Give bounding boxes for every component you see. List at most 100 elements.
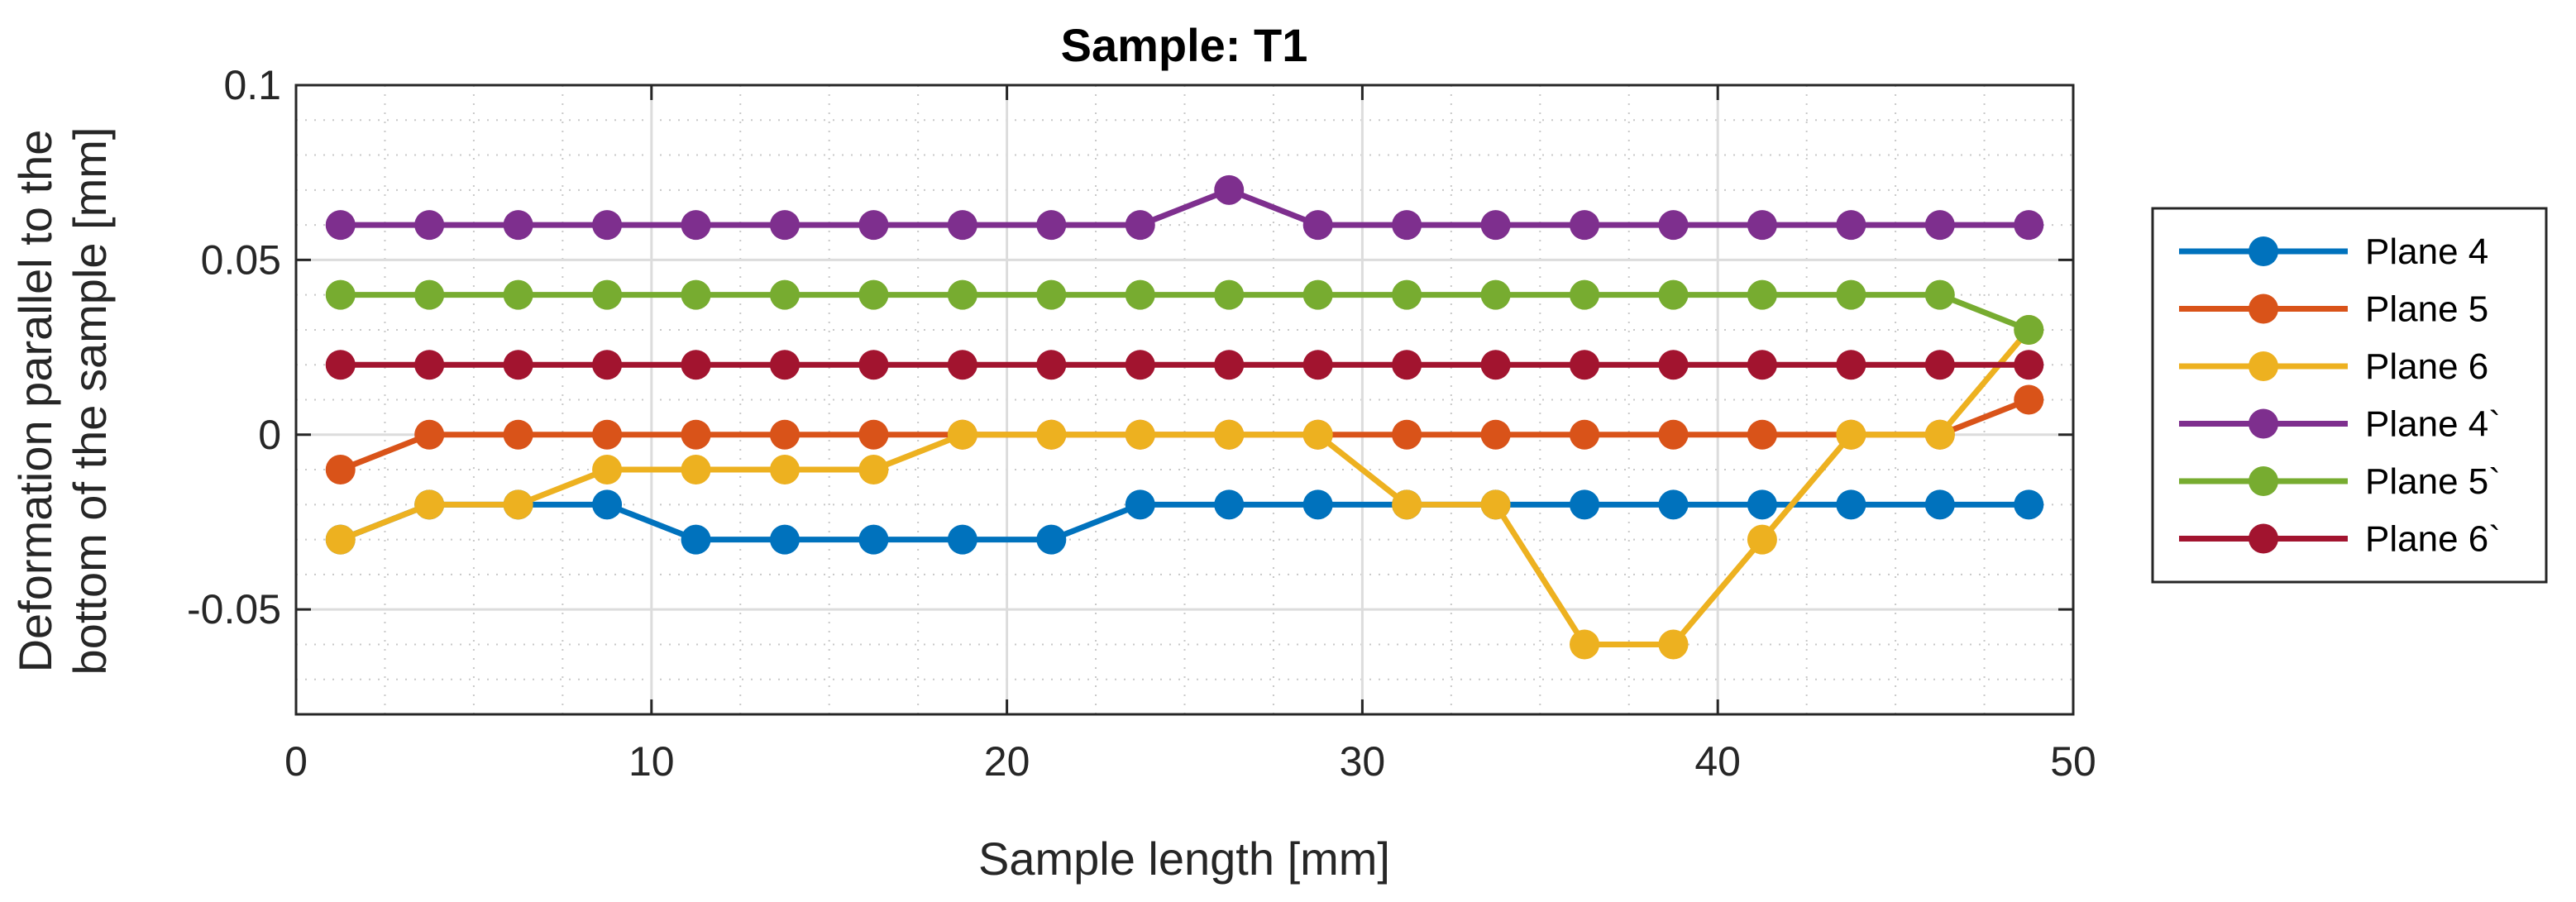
x-tick-label: 20 <box>984 738 1030 785</box>
data-point <box>1747 279 1777 310</box>
data-point <box>947 210 977 241</box>
chart-title: Sample: T1 <box>1061 19 1308 71</box>
x-tick-label: 10 <box>628 738 675 785</box>
data-point <box>1836 350 1866 380</box>
data-point <box>503 279 533 310</box>
data-point <box>1658 419 1689 450</box>
data-point <box>414 279 445 310</box>
data-point <box>1302 350 1333 380</box>
legend-entry-label: Plane 5` <box>2365 461 2501 502</box>
data-point <box>947 350 977 380</box>
data-point <box>1036 350 1067 380</box>
data-point <box>1836 419 1866 450</box>
data-point <box>1214 489 1245 520</box>
data-point <box>1302 210 1333 241</box>
data-point <box>1392 279 1422 310</box>
axes-layer: 0 10 20 30 40 50 -0.05 0 0.05 0.1 <box>187 62 2096 785</box>
data-point <box>1747 419 1777 450</box>
data-point <box>1480 350 1511 380</box>
data-point <box>1214 279 1245 310</box>
legend-swatch-marker <box>2249 294 2278 324</box>
legend-swatch-marker <box>2249 236 2278 266</box>
data-point <box>1480 489 1511 520</box>
legend-swatch-marker <box>2249 523 2278 554</box>
axes-box <box>294 84 2075 716</box>
data-point <box>2014 489 2044 520</box>
y-tick-label: -0.05 <box>187 586 281 632</box>
legend-entry-label: Plane 5 <box>2365 289 2488 330</box>
data-point <box>1570 489 1600 520</box>
data-point <box>1480 210 1511 241</box>
y-tick-label: 0 <box>258 412 281 458</box>
data-point <box>1747 210 1777 241</box>
data-point <box>1214 419 1245 450</box>
legend-swatch-marker <box>2249 351 2278 381</box>
data-point <box>1036 210 1067 241</box>
data-point <box>1214 174 1245 205</box>
data-point <box>769 419 800 450</box>
data-point <box>1125 419 1155 450</box>
data-point <box>769 279 800 310</box>
grid-layer <box>294 84 2075 715</box>
y-axis-label-line-1: Deformation parallel to the <box>9 130 61 673</box>
data-point <box>1570 350 1600 380</box>
legend-entry-label: Plane 4` <box>2365 404 2501 445</box>
data-point <box>681 210 711 241</box>
data-point <box>1302 419 1333 450</box>
data-point <box>1125 210 1155 241</box>
legend-box <box>2151 207 2548 584</box>
data-point <box>503 210 533 241</box>
data-point <box>1747 524 1777 555</box>
data-point <box>592 455 623 485</box>
y-axis-label-line-2: bottom of the sample [mm] <box>64 127 116 675</box>
x-tick-label: 50 <box>2050 738 2096 785</box>
data-point <box>858 210 889 241</box>
data-point <box>325 350 356 380</box>
data-point <box>1570 210 1600 241</box>
data-point <box>1836 279 1866 310</box>
y-tick-label: 0.1 <box>223 62 281 108</box>
data-point <box>1570 419 1600 450</box>
data-point <box>681 419 711 450</box>
data-point <box>2014 384 2044 415</box>
data-point <box>414 489 445 520</box>
data-point <box>1036 419 1067 450</box>
data-point <box>592 419 623 450</box>
data-point <box>1125 279 1155 310</box>
x-axis-label: Sample length [mm] <box>978 833 1390 885</box>
x-tick-label: 30 <box>1340 738 1386 785</box>
data-point <box>681 279 711 310</box>
data-point <box>1924 279 1955 310</box>
series-plane-6-prime <box>325 350 2044 380</box>
data-point <box>681 455 711 485</box>
data-point <box>1924 350 1955 380</box>
legend: Plane 4 Plane 5 Plane 6 Plane 4` Plane 5` Pla… <box>2151 207 2548 584</box>
data-point <box>1658 489 1689 520</box>
data-point <box>1480 279 1511 310</box>
data-point <box>1924 489 1955 520</box>
data-point <box>1747 350 1777 380</box>
data-point <box>1036 524 1067 555</box>
data-point <box>325 455 356 485</box>
data-point <box>414 350 445 380</box>
data-point <box>769 455 800 485</box>
legend-entry-label: Plane 6` <box>2365 519 2501 560</box>
data-point <box>1747 489 1777 520</box>
data-point <box>769 350 800 380</box>
data-point <box>858 350 889 380</box>
data-point <box>1924 419 1955 450</box>
data-point <box>2014 350 2044 380</box>
data-point <box>947 279 977 310</box>
data-point <box>858 279 889 310</box>
data-point <box>1658 210 1689 241</box>
data-point <box>947 419 977 450</box>
data-point <box>1214 350 1245 380</box>
data-point <box>325 279 356 310</box>
data-point <box>681 524 711 555</box>
data-point <box>1125 489 1155 520</box>
data-point <box>1392 419 1422 450</box>
data-point <box>414 419 445 450</box>
x-tick-label: 0 <box>284 738 308 785</box>
legend-entry-label: Plane 4 <box>2365 231 2488 272</box>
